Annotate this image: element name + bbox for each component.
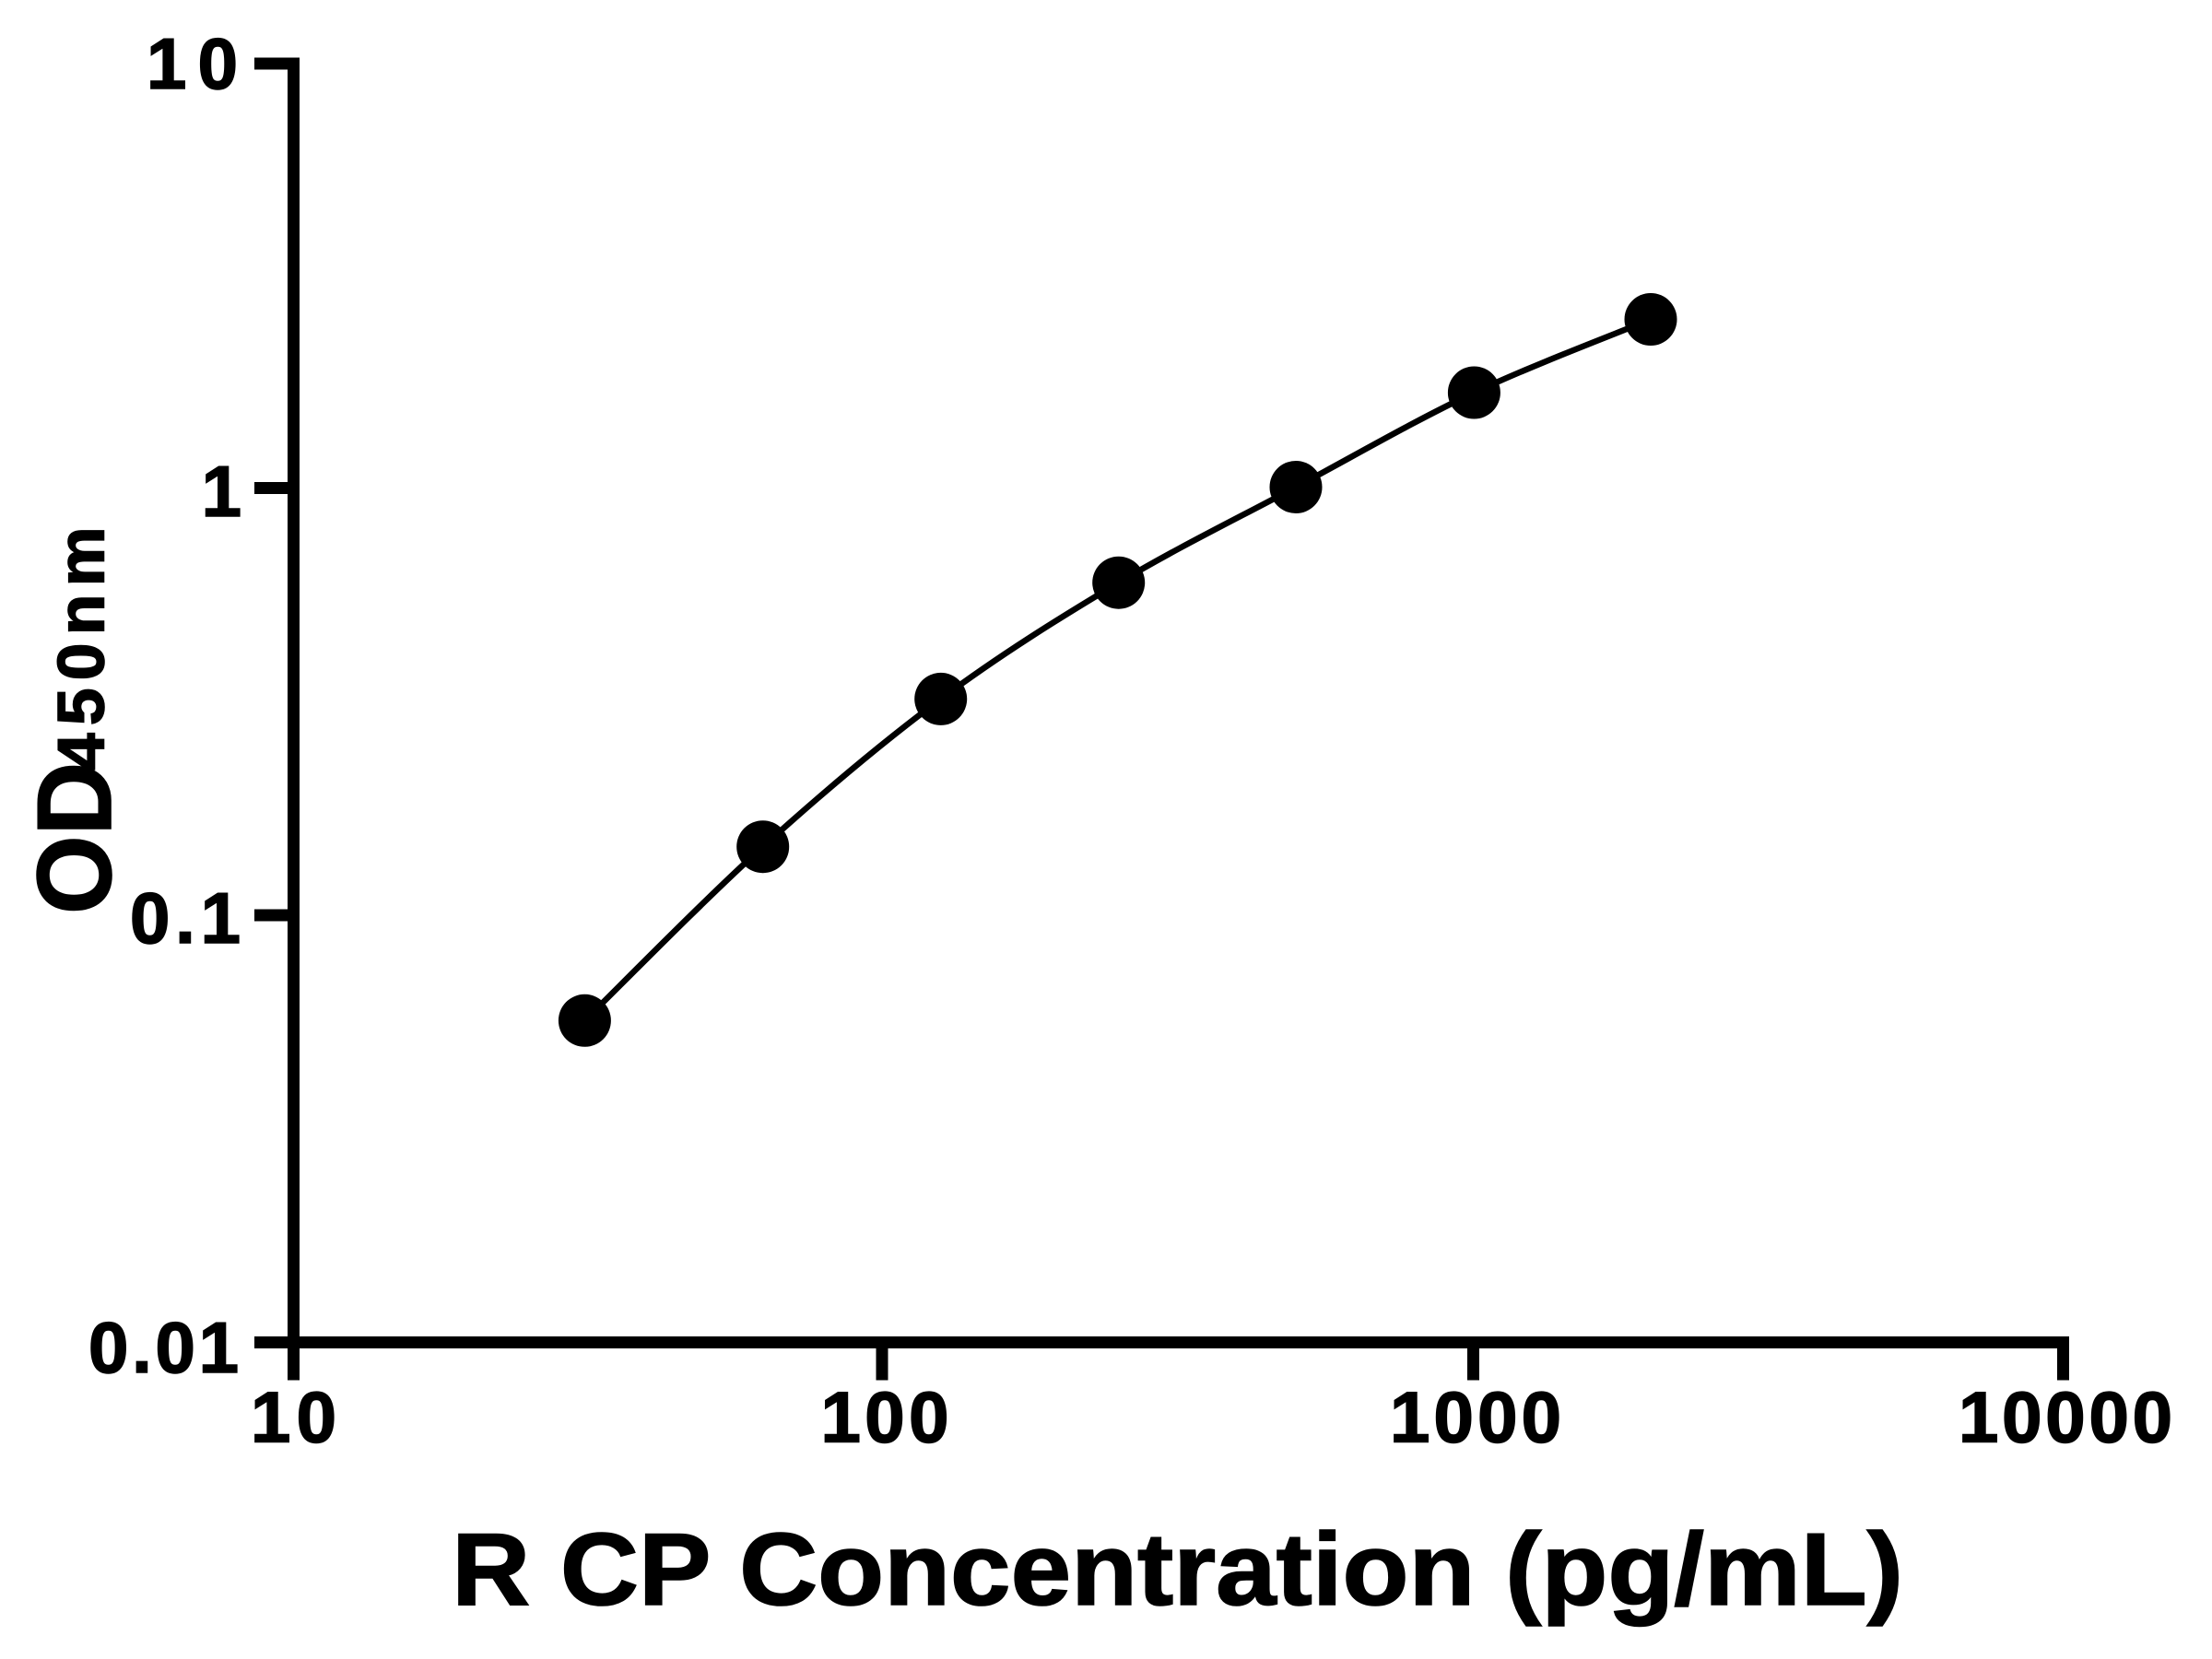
- svg-text:OD: OD: [16, 762, 133, 914]
- svg-text:100: 100: [821, 1377, 949, 1458]
- svg-text:450nm: 450nm: [45, 519, 118, 771]
- svg-text:R CP Concentration (pg/mL): R CP Concentration (pg/mL): [452, 1512, 1903, 1627]
- svg-text:1: 1: [202, 451, 241, 532]
- svg-text:0.1: 0.1: [130, 877, 241, 959]
- svg-text:10000: 10000: [1959, 1377, 2172, 1458]
- svg-text:0.01: 0.01: [88, 1307, 239, 1388]
